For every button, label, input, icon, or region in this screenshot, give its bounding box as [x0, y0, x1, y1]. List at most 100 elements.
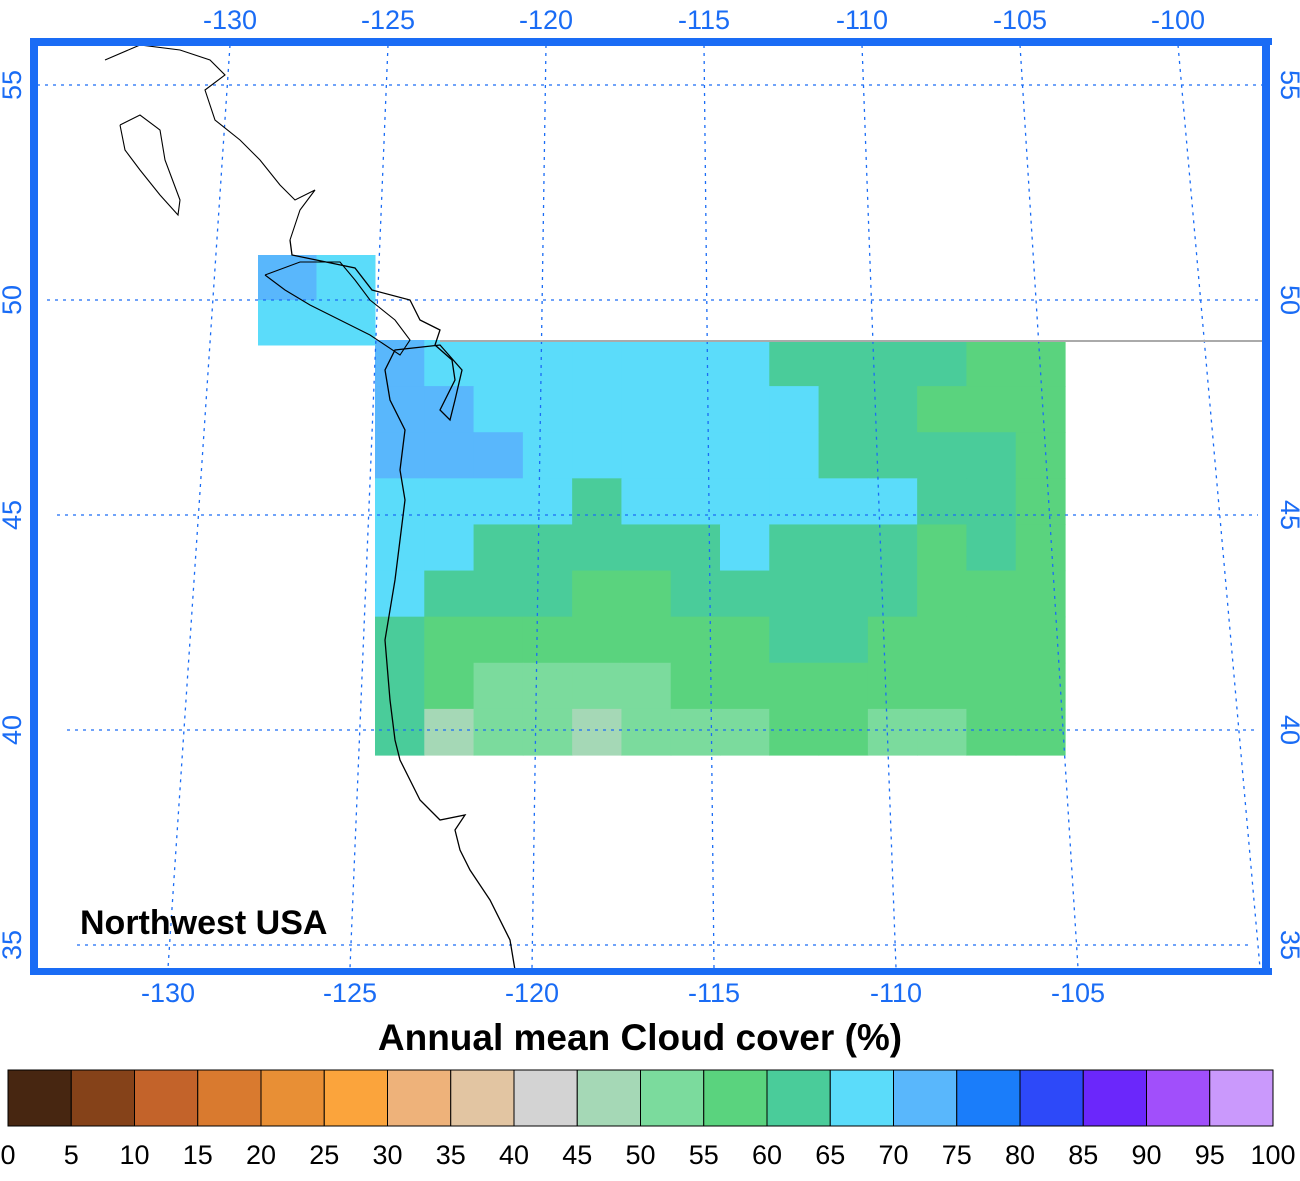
grid-cell [720, 340, 770, 387]
colorbar-bin [766, 1069, 831, 1127]
grid-cell [720, 524, 770, 572]
frame-bar-bottom [30, 968, 1272, 975]
grid-cell [867, 662, 918, 710]
grid-cell [424, 478, 475, 526]
grid-cell [572, 386, 623, 433]
grid-cell [1015, 386, 1066, 433]
grid-cell [522, 432, 573, 479]
colorbar-label: 70 [878, 1140, 908, 1170]
data-cells [258, 255, 1066, 756]
grid-cell [1015, 570, 1066, 618]
grid-cell [1015, 524, 1066, 572]
frame-bar-top [30, 38, 1272, 45]
lon-label-top: -105 [993, 5, 1047, 35]
grid-cell [424, 340, 475, 387]
grid-cell [572, 616, 623, 664]
colorbar-bin [260, 1069, 325, 1127]
coastline [289, 239, 516, 971]
grid-cell [769, 524, 820, 572]
grid-cell [1015, 432, 1066, 479]
lon-label-bottom: -110 [870, 978, 922, 1008]
colorbar: 0 5 10 15 20 25 30 35 40 45 50 55 60 65 70 75 80 85 90 95 10… [0, 1069, 1296, 1170]
grid-cell [917, 570, 968, 618]
grid-cell [769, 570, 820, 618]
lon-label-bottom: -105 [1051, 978, 1105, 1008]
grid-cell [572, 524, 623, 572]
lat-label-right: 40 [1275, 715, 1300, 745]
grid-cell [720, 662, 770, 710]
colorbar-label: 40 [499, 1140, 529, 1170]
graticule [37, 44, 1263, 969]
grid-cell [375, 524, 425, 572]
grid-cell [818, 570, 869, 618]
colorbar-label: 35 [436, 1140, 466, 1170]
grid-cell [572, 340, 623, 387]
grid-cell [621, 708, 672, 756]
grid-cell [424, 570, 475, 618]
grid-cell [1015, 662, 1066, 710]
grid-cell [867, 524, 918, 572]
lat-label-left: 35 [0, 930, 27, 960]
lat-label-right: 35 [1275, 930, 1300, 960]
grid-cell [473, 662, 524, 710]
grid-cell [769, 478, 820, 526]
grid-cell [769, 708, 820, 756]
grid-cell [670, 432, 721, 479]
colorbar-label: 80 [1005, 1140, 1035, 1170]
grid-cell [867, 570, 918, 618]
meridian [1019, 44, 1079, 969]
grid-cell [621, 616, 672, 664]
grid-cell [473, 432, 524, 479]
grid-cell [670, 708, 721, 756]
colorbar-bin [1082, 1069, 1147, 1127]
grid-cell [917, 432, 968, 479]
grid-cell [375, 662, 425, 710]
grid-cell [621, 662, 672, 710]
grid-cell [818, 708, 869, 756]
grid-cell [522, 570, 573, 618]
colorbar-label: 90 [1131, 1140, 1161, 1170]
grid-cell [621, 340, 672, 387]
grid-cell [621, 524, 672, 572]
colorbar-label: 5 [64, 1140, 79, 1170]
frame-bar-right [1263, 38, 1270, 975]
grid-cell [720, 708, 770, 756]
colorbar-bin [197, 1069, 262, 1127]
grid-cell [424, 386, 475, 433]
grid-cell [424, 708, 475, 756]
lon-label-top: -110 [836, 5, 888, 35]
colorbar-bin [576, 1069, 641, 1127]
grid-cell [769, 662, 820, 710]
colorbar-bin [70, 1069, 135, 1127]
grid-cell [966, 570, 1017, 618]
lon-label-top: -125 [361, 5, 415, 35]
grid-cell [473, 340, 524, 387]
grid-cell [769, 616, 820, 664]
grid-cell [522, 386, 573, 433]
meridian [703, 44, 715, 969]
colorbar-label: 75 [942, 1140, 972, 1170]
grid-cell [769, 432, 820, 479]
grid-cell [1015, 616, 1066, 664]
colorbar-label: 50 [625, 1140, 655, 1170]
grid-cell [572, 662, 623, 710]
lon-label-bottom: -120 [505, 978, 559, 1008]
colorbar-label: 65 [815, 1140, 845, 1170]
colorbar-label: 55 [689, 1140, 719, 1170]
lat-label-right: 55 [1275, 70, 1300, 100]
colorbar-bin [323, 1069, 388, 1127]
grid-cell [473, 570, 524, 618]
grid-cell [818, 662, 869, 710]
grid-cell [522, 478, 573, 526]
grid-cell [424, 616, 475, 664]
grid-cell [522, 340, 573, 387]
grid-cell [966, 432, 1017, 479]
grid-cell [720, 616, 770, 664]
colorbar-bin [1019, 1069, 1084, 1127]
grid-cell [818, 432, 869, 479]
grid-cell [375, 708, 425, 756]
colorbar-bin [134, 1069, 199, 1127]
grid-cell [1015, 478, 1066, 526]
grid-cell [966, 478, 1017, 526]
grid-cell [670, 662, 721, 710]
